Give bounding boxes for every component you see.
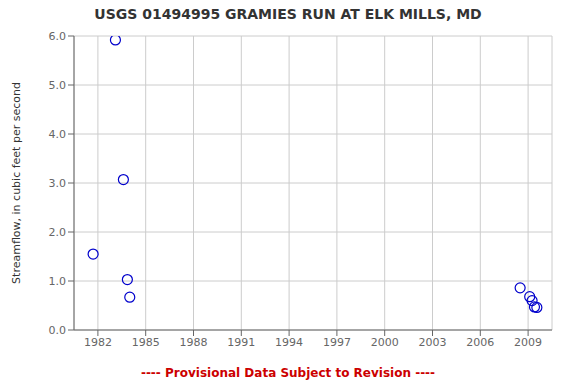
svg-text:1994: 1994 (275, 336, 303, 349)
svg-text:2000: 2000 (371, 336, 399, 349)
svg-text:1.0: 1.0 (49, 275, 67, 288)
svg-text:1991: 1991 (227, 336, 255, 349)
svg-text:Streamflow, in cubic feet per: Streamflow, in cubic feet per second (10, 82, 23, 284)
svg-text:1988: 1988 (180, 336, 208, 349)
svg-text:2009: 2009 (514, 336, 542, 349)
html-text:---- Provisional Data Subject: ---- Provisional Data Subject to Revisio… (140, 366, 436, 380)
svg-text:5.0: 5.0 (49, 79, 67, 92)
svg-text:4.0: 4.0 (49, 128, 67, 141)
svg-text:1982: 1982 (84, 336, 112, 349)
svg-text:2.0: 2.0 (49, 226, 67, 239)
svg-text:6.0: 6.0 (49, 30, 67, 43)
html-text:USGS 01494995 GRAMIES RUN AT E: USGS 01494995 GRAMIES RUN AT ELK MILLS, … (94, 6, 482, 22)
svg-text:2003: 2003 (419, 336, 447, 349)
svg-text:2006: 2006 (466, 336, 494, 349)
svg-text:3.0: 3.0 (49, 177, 67, 190)
svg-text:0.0: 0.0 (49, 324, 67, 337)
svg-text:1985: 1985 (132, 336, 160, 349)
svg-text:1997: 1997 (323, 336, 351, 349)
